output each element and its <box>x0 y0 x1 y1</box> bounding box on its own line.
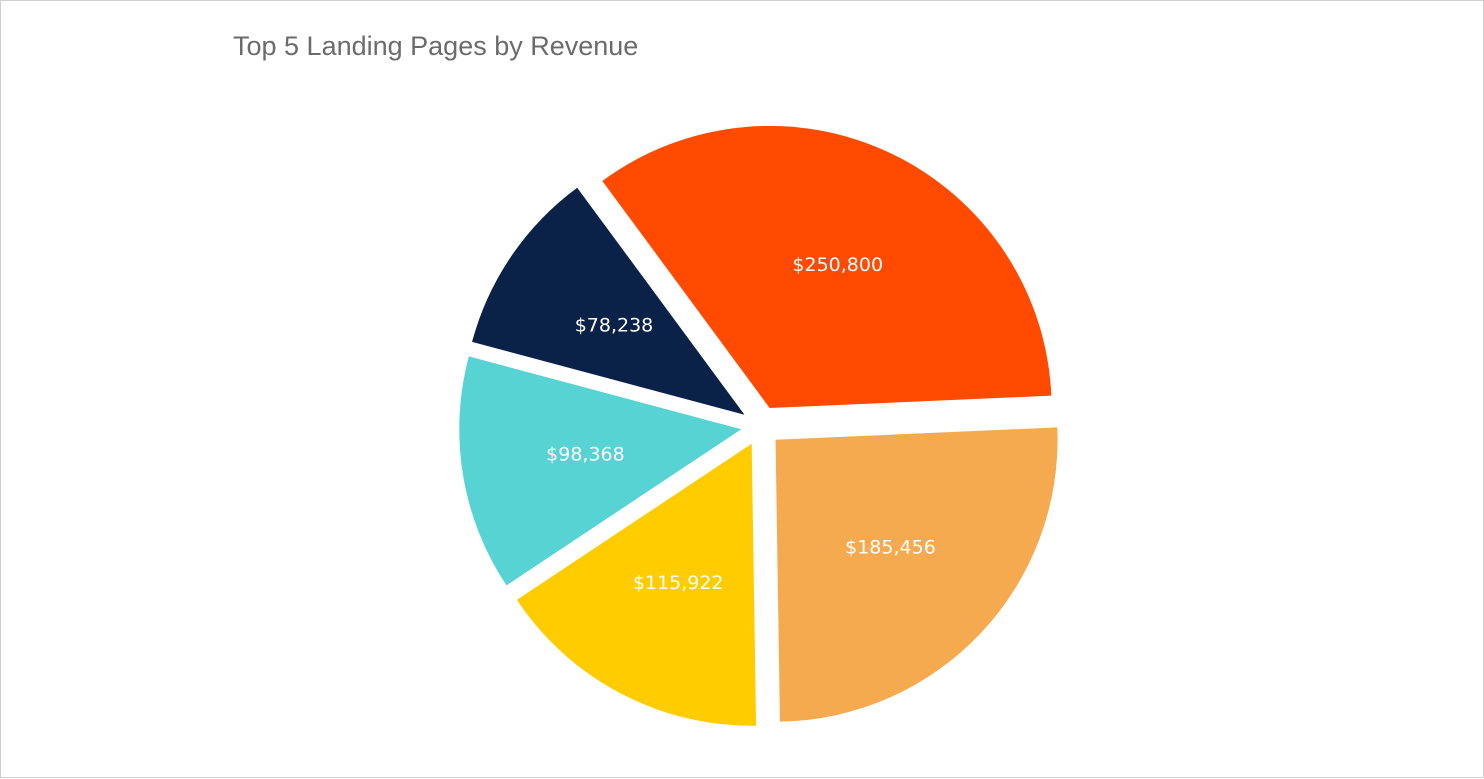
slice-value-label-4: $115,922 <box>633 572 724 594</box>
pie-slice-1[interactable] <box>602 125 1052 408</box>
pie-slice-2[interactable] <box>472 187 745 415</box>
pie-slice-4[interactable] <box>516 443 757 726</box>
pie-slice-5[interactable] <box>775 427 1058 722</box>
slice-value-label-3: $98,368 <box>546 443 625 465</box>
pie-slice-3[interactable] <box>459 356 742 586</box>
slice-value-label-1: $250,800 <box>792 254 883 276</box>
slice-value-label-5: $185,456 <box>845 537 936 559</box>
chart-title: Top 5 Landing Pages by Revenue <box>233 31 639 61</box>
slice-value-label-2: $78,238 <box>575 314 654 336</box>
